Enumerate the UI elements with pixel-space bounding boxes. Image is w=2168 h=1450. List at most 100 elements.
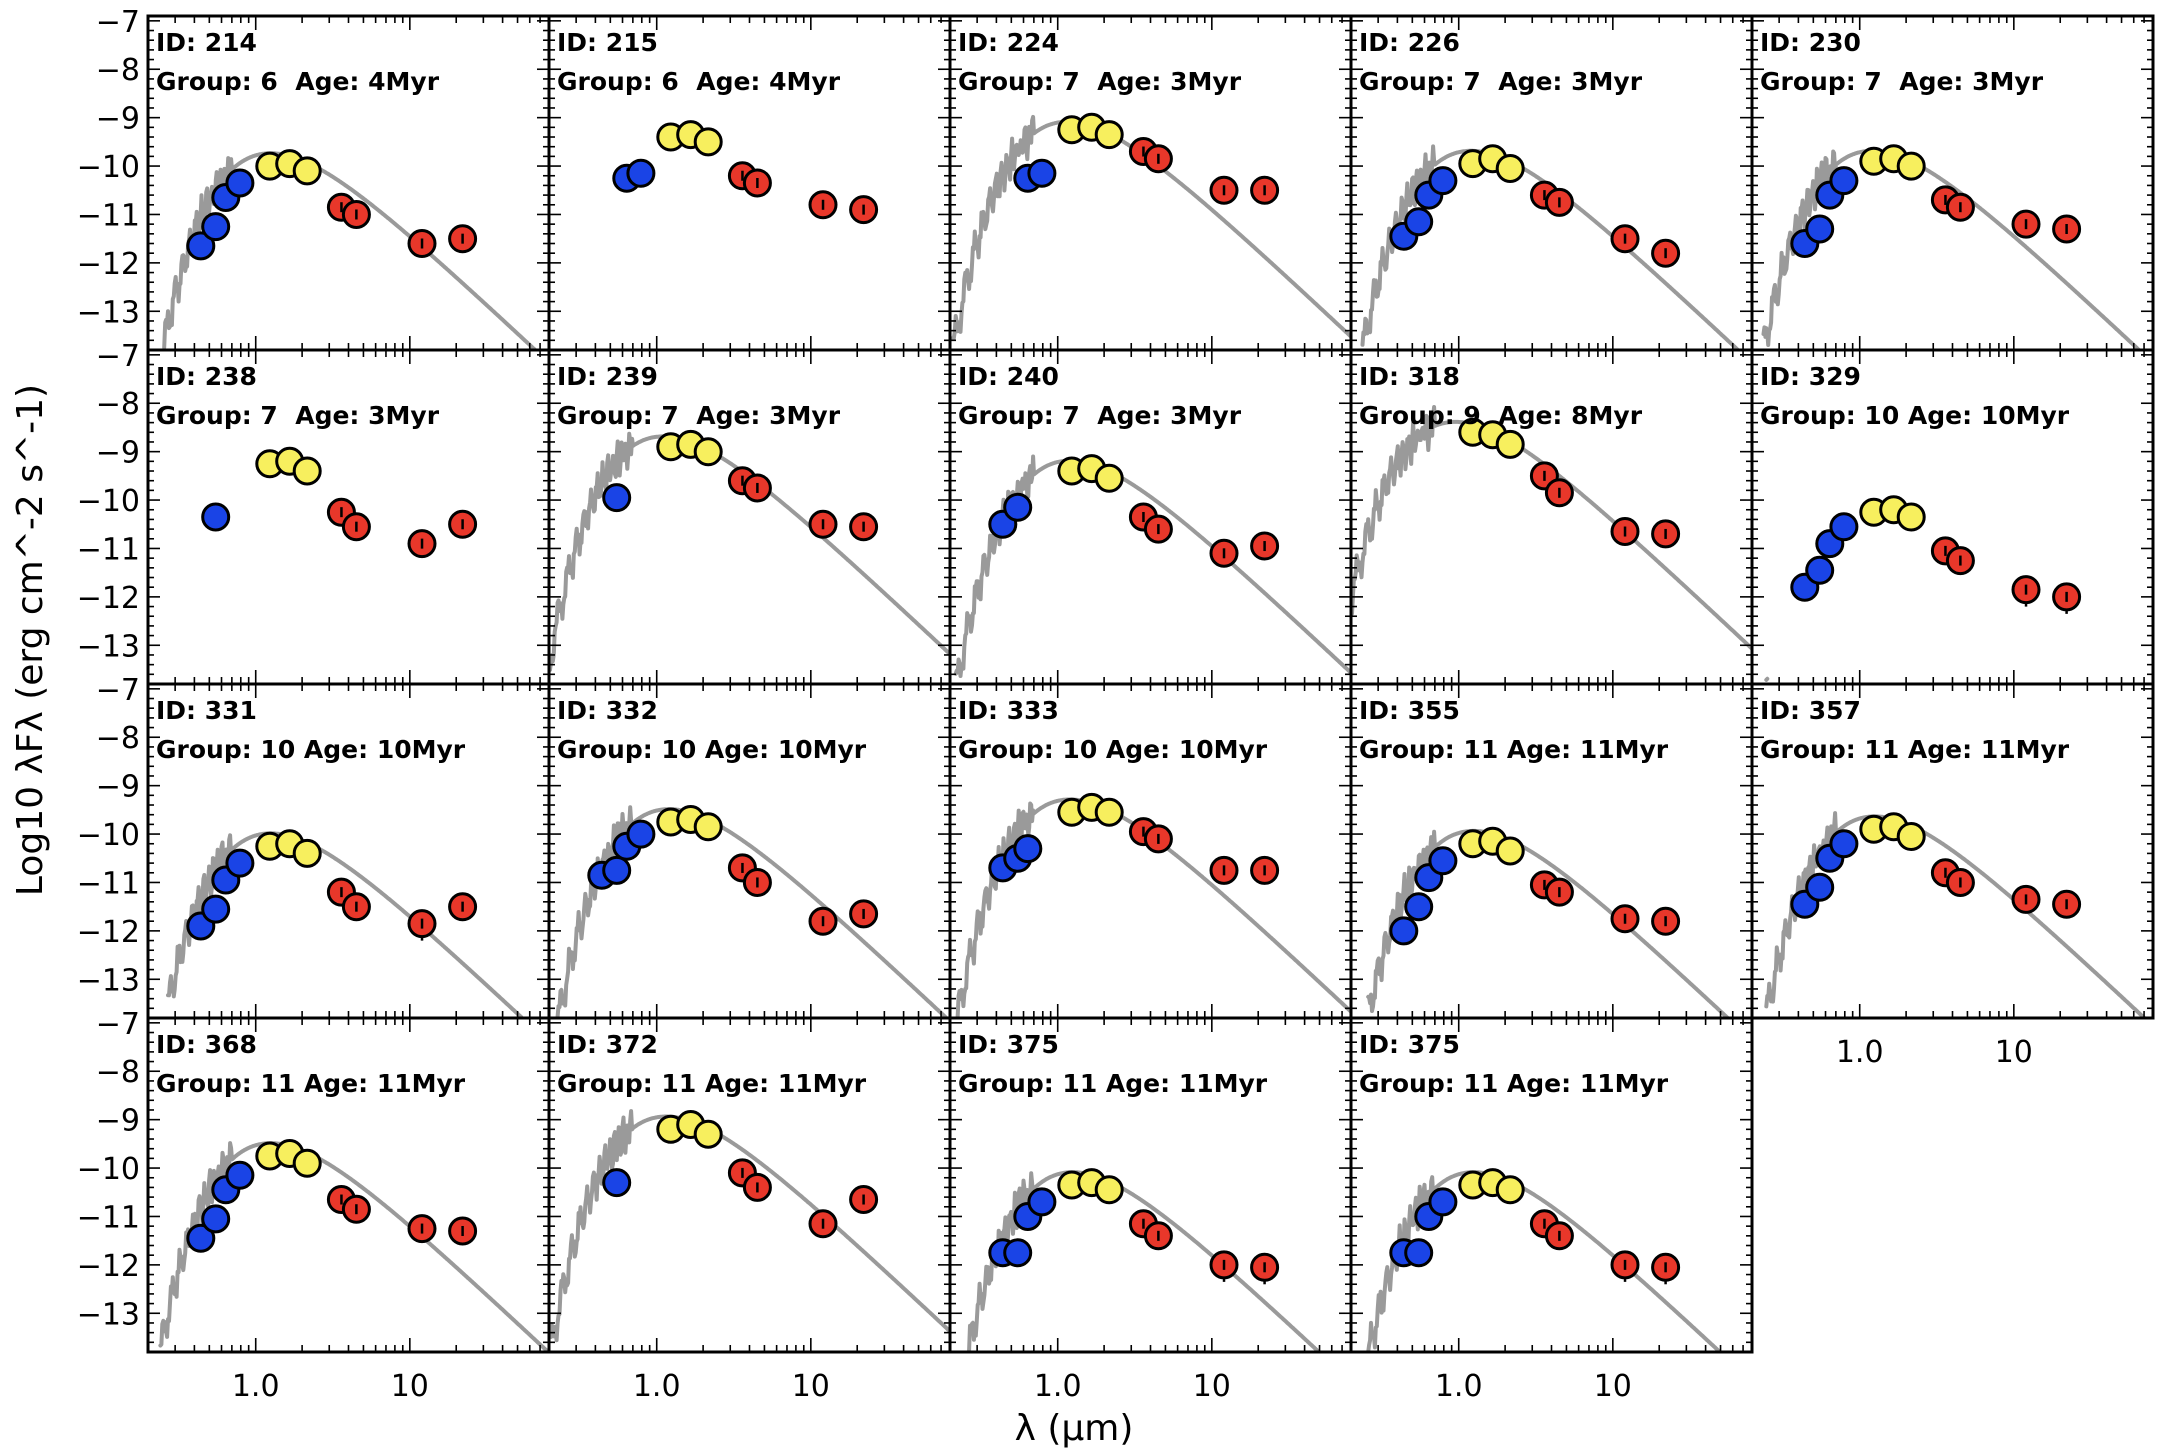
panel-group-age-label: Group: 10 Age: 10Myr bbox=[557, 735, 867, 764]
blue-photometry-point bbox=[201, 212, 231, 242]
sed-panel: ID: 215 Group: 6 Age: 4Myr bbox=[547, 14, 952, 352]
panel-group-age-label: Group: 7 Age: 3Myr bbox=[1359, 67, 1643, 96]
y-axis-label: Log10 λFλ (erg cm^-2 s^-1) bbox=[10, 384, 51, 896]
x-tick-label: 1.0 bbox=[1435, 1369, 1483, 1404]
blue-photometry-point bbox=[1013, 834, 1043, 864]
panel-id-label: ID: 333 bbox=[958, 696, 1059, 725]
model-sed-line bbox=[166, 831, 524, 1018]
y-tick-label: −7 bbox=[96, 1007, 140, 1042]
panel-id-label: ID: 224 bbox=[958, 28, 1059, 57]
sed-panel: ID: 239 Group: 7 Age: 3Myr bbox=[547, 348, 952, 686]
x-tick-label: 10 bbox=[391, 1369, 429, 1404]
panel-group-age-label: Group: 10 Age: 10Myr bbox=[156, 735, 466, 764]
blue-photometry-point bbox=[201, 894, 231, 924]
y-tick-label: −9 bbox=[96, 770, 140, 805]
blue-photometry-point bbox=[186, 1223, 216, 1253]
panel-group-age-label: Group: 11 Age: 11Myr bbox=[958, 1069, 1268, 1098]
yellow-photometry-point bbox=[693, 437, 723, 467]
blue-photometry-point bbox=[1829, 829, 1859, 859]
yellow-photometry-point bbox=[693, 127, 723, 157]
yellow-photometry-point bbox=[1495, 429, 1525, 459]
panel-id-label: ID: 331 bbox=[156, 696, 257, 725]
blue-photometry-point bbox=[1027, 1187, 1057, 1217]
x-tick-label: 1.0 bbox=[633, 1369, 681, 1404]
blue-photometry-point bbox=[186, 231, 216, 261]
panel-id-label: ID: 240 bbox=[958, 362, 1059, 391]
model-sed-line bbox=[967, 1170, 1321, 1352]
y-tick-label: −12 bbox=[77, 247, 140, 282]
y-tick-label: −11 bbox=[77, 532, 140, 567]
sed-panel: ID: 240 Group: 7 Age: 3Myr bbox=[948, 348, 1353, 686]
yellow-photometry-point bbox=[292, 156, 322, 186]
panel-id-label: ID: 375 bbox=[1359, 1030, 1460, 1059]
sed-panel: ID: 318 Group: 9 Age: 8Myr bbox=[1349, 348, 1754, 686]
panel-group-age-label: Group: 7 Age: 3Myr bbox=[156, 401, 440, 430]
x-axis-label: λ (μm) bbox=[1015, 1408, 1134, 1449]
blue-photometry-point bbox=[1829, 166, 1859, 196]
panel-id-label: ID: 318 bbox=[1359, 362, 1460, 391]
model-sed-line bbox=[1366, 828, 1730, 1018]
model-sed-line bbox=[549, 1109, 950, 1343]
blue-photometry-point bbox=[225, 1160, 255, 1190]
y-tick-label: −8 bbox=[96, 1055, 140, 1090]
y-tick-label: −12 bbox=[77, 1249, 140, 1284]
panel-group-age-label: Group: 7 Age: 3Myr bbox=[557, 401, 841, 430]
sed-panel: ID: 368 Group: 11 Age: 11Myr −7 −8 −9 −10 −11 −… bbox=[77, 1007, 551, 1404]
model-sed-line bbox=[953, 454, 1351, 678]
panel-id-label: ID: 332 bbox=[557, 696, 658, 725]
blue-photometry-point bbox=[225, 848, 255, 878]
sed-panel: ID: 226 Group: 7 Age: 3Myr bbox=[1349, 14, 1754, 352]
blue-photometry-point bbox=[1428, 1187, 1458, 1217]
panel-id-label: ID: 226 bbox=[1359, 28, 1460, 57]
panel-group-age-label: Group: 6 Age: 4Myr bbox=[156, 67, 440, 96]
sed-panel: ID: 332 Group: 10 Age: 10Myr bbox=[547, 682, 952, 1020]
x-tick-label: 10 bbox=[1995, 1035, 2033, 1070]
panel-group-age-label: Group: 10 Age: 10Myr bbox=[1760, 401, 2070, 430]
model-sed-line bbox=[1351, 405, 1752, 651]
blue-photometry-point bbox=[1027, 158, 1057, 188]
panel-group-age-label: Group: 11 Age: 11Myr bbox=[156, 1069, 466, 1098]
model-sed-line bbox=[1360, 144, 1740, 350]
model-sed-line bbox=[1761, 148, 2141, 350]
blue-photometry-point bbox=[1805, 872, 1835, 902]
panel-group-age-label: Group: 11 Age: 11Myr bbox=[1359, 735, 1669, 764]
y-tick-label: −10 bbox=[77, 150, 140, 185]
x-tick-label: 10 bbox=[1594, 1369, 1632, 1404]
blue-photometry-point bbox=[1805, 214, 1835, 244]
y-tick-label: −7 bbox=[96, 673, 140, 708]
panel-group-age-label: Group: 7 Age: 3Myr bbox=[958, 67, 1242, 96]
y-tick-label: −13 bbox=[77, 295, 140, 330]
panel-group-age-label: Group: 11 Age: 11Myr bbox=[1359, 1069, 1669, 1098]
panel-id-label: ID: 230 bbox=[1760, 28, 1861, 57]
model-sed-line bbox=[158, 1141, 549, 1352]
yellow-photometry-point bbox=[1094, 463, 1124, 493]
y-tick-label: −11 bbox=[77, 198, 140, 233]
panel-id-label: ID: 215 bbox=[557, 28, 658, 57]
x-tick-label: 1.0 bbox=[232, 1369, 280, 1404]
y-tick-label: −13 bbox=[77, 963, 140, 998]
yellow-photometry-point bbox=[292, 838, 322, 868]
blue-photometry-point bbox=[626, 158, 656, 188]
axis-labels: λ (μm) Log10 λFλ (erg cm^-2 s^-1) bbox=[10, 384, 1133, 1449]
x-tick-label: 10 bbox=[792, 1369, 830, 1404]
panel-group-age-label: Group: 11 Age: 11Myr bbox=[1760, 735, 2070, 764]
blue-photometry-point bbox=[201, 1204, 231, 1234]
yellow-photometry-point bbox=[1094, 1175, 1124, 1205]
model-sed-line bbox=[162, 151, 537, 350]
y-tick-label: −10 bbox=[77, 484, 140, 519]
panel-group-age-label: Group: 11 Age: 11Myr bbox=[557, 1069, 867, 1098]
yellow-photometry-point bbox=[1094, 120, 1124, 150]
panel-id-label: ID: 357 bbox=[1760, 696, 1861, 725]
blue-photometry-point bbox=[626, 819, 656, 849]
sed-panel: ID: 375 Group: 11 Age: 11Myr 1.0 10 bbox=[948, 1016, 1353, 1404]
blue-photometry-point bbox=[602, 483, 632, 513]
sed-panel: ID: 214 Group: 6 Age: 4Myr −7 −8 −9 −10 −11 −12… bbox=[77, 5, 551, 352]
blue-photometry-point bbox=[1404, 1238, 1434, 1268]
panel-id-label: ID: 329 bbox=[1760, 362, 1861, 391]
panel-group-age-label: Group: 9 Age: 8Myr bbox=[1359, 401, 1643, 430]
blue-photometry-point bbox=[1404, 207, 1434, 237]
panel-grid: ID: 214 Group: 6 Age: 4Myr −7 −8 −9 −10 −11 −12… bbox=[77, 5, 2155, 1404]
sed-panel: ID: 355 Group: 11 Age: 11Myr bbox=[1349, 682, 1754, 1020]
y-tick-label: −9 bbox=[96, 1104, 140, 1139]
